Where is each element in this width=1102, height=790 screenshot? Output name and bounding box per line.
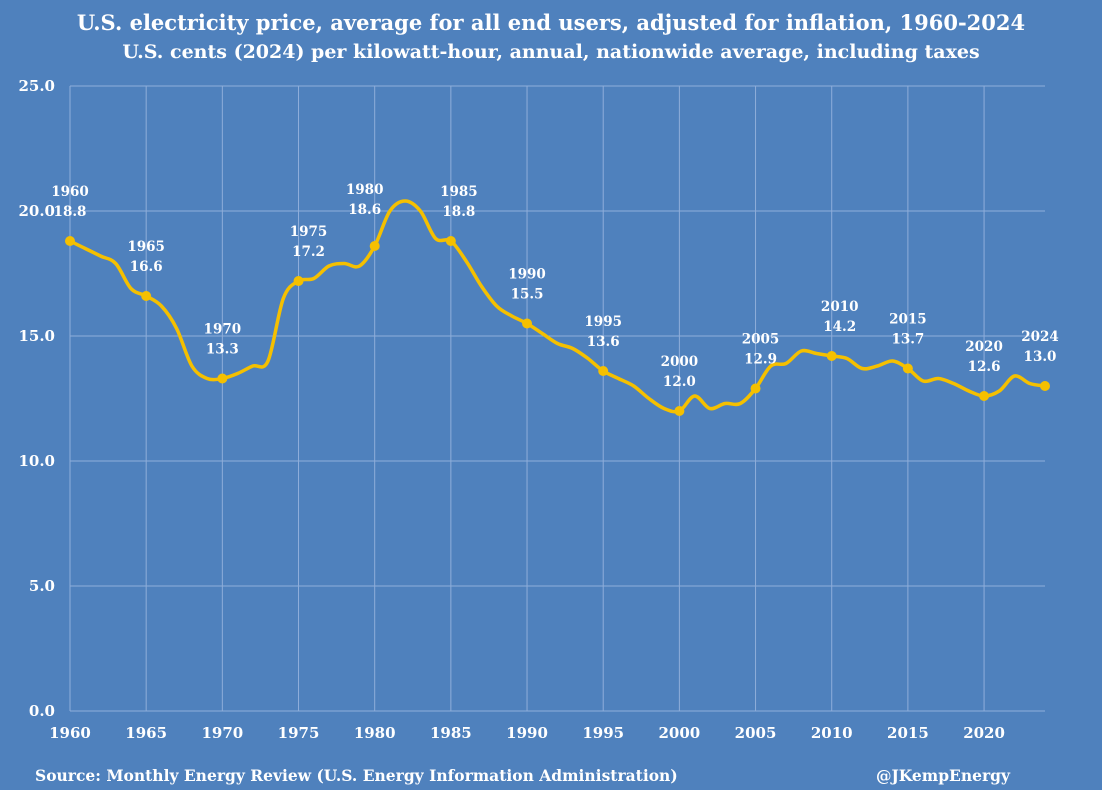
data-point <box>522 318 533 329</box>
data-point <box>369 241 380 251</box>
data-point <box>826 351 837 361</box>
data-label-value: 12.9 <box>744 352 777 368</box>
y-tick-label: 10.0 <box>18 452 55 470</box>
x-tick-label: 1985 <box>430 724 472 742</box>
author-credit: @JKempEnergy <box>876 766 1011 785</box>
data-label-year: 1975 <box>290 224 328 240</box>
data-label-year: 1965 <box>127 239 165 255</box>
x-tick-label: 2005 <box>735 724 777 742</box>
y-tick-label: 25.0 <box>18 77 55 95</box>
x-tick-label: 1995 <box>582 724 624 742</box>
data-label-value: 15.5 <box>511 287 544 303</box>
data-label-year: 2000 <box>661 354 699 370</box>
data-point <box>445 236 456 246</box>
axes: 0.0 5.0 10.0 15.0 20.0 25.0 1960 1965 1970 1975 19… <box>18 77 1004 742</box>
y-tick-label: 0.0 <box>29 702 55 720</box>
data-label-value: 13.0 <box>1024 349 1057 365</box>
data-label-year: 1980 <box>346 182 384 198</box>
data-point <box>598 366 609 376</box>
data-point <box>217 373 228 384</box>
x-tick-label: 2015 <box>887 724 929 742</box>
series <box>65 199 1050 416</box>
data-point <box>1040 381 1050 391</box>
x-tick-label: 1990 <box>506 724 548 742</box>
data-label-year: 2015 <box>889 312 927 328</box>
data-point <box>674 406 685 416</box>
data-label-value: 16.6 <box>130 259 163 275</box>
data-point <box>293 276 304 286</box>
source-note: Source: Monthly Energy Review (U.S. Ener… <box>35 766 678 785</box>
data-label-year: 2010 <box>821 299 859 315</box>
x-tick-label: 1965 <box>125 724 167 742</box>
data-point <box>141 291 152 301</box>
data-label-value: 14.2 <box>823 319 856 335</box>
y-tick-label: 20.0 <box>18 202 55 220</box>
data-label-value: 13.3 <box>206 342 239 358</box>
data-label-year: 1995 <box>584 314 622 330</box>
data-label-value: 13.7 <box>891 332 924 348</box>
data-label-year: 1990 <box>508 267 546 283</box>
data-label-year: 2020 <box>965 339 1003 355</box>
data-point <box>979 391 990 401</box>
series-line <box>68 199 1047 414</box>
data-label-year: 2005 <box>742 332 780 348</box>
x-tick-label: 1980 <box>354 724 396 742</box>
data-label-year: 1985 <box>440 184 478 200</box>
data-point <box>750 383 761 394</box>
chart-subtitle: U.S. cents (2024) per kilowatt-hour, ann… <box>122 41 979 63</box>
y-tick-label: 5.0 <box>29 577 55 595</box>
data-label-year: 1960 <box>51 184 89 200</box>
x-tick-label: 1960 <box>49 724 91 742</box>
data-point <box>902 363 913 374</box>
data-point <box>65 236 75 246</box>
grid <box>69 85 1045 712</box>
x-tick-label: 1975 <box>278 724 320 742</box>
x-tick-label: 2020 <box>963 724 1005 742</box>
data-labels: 1960 18.8 1965 16.6 1970 13.3 1975 17.2 1980 18.6… <box>51 182 1059 390</box>
x-tick-label: 2000 <box>659 724 701 742</box>
data-label-value: 12.0 <box>663 374 696 390</box>
data-label-value: 13.6 <box>587 334 620 350</box>
data-label-value: 12.6 <box>968 359 1001 375</box>
x-tick-label: 1970 <box>201 724 243 742</box>
data-label-value: 18.8 <box>442 204 475 220</box>
y-tick-label: 15.0 <box>18 327 55 345</box>
data-label-value: 18.6 <box>348 202 381 218</box>
data-label-value: 17.2 <box>292 244 325 260</box>
data-label-value: 18.8 <box>54 204 87 220</box>
data-label-year: 1970 <box>204 322 242 338</box>
data-label-year: 2024 <box>1021 329 1059 345</box>
chart-title: U.S. electricity price, average for all … <box>77 10 1025 35</box>
x-tick-label: 2010 <box>811 724 853 742</box>
